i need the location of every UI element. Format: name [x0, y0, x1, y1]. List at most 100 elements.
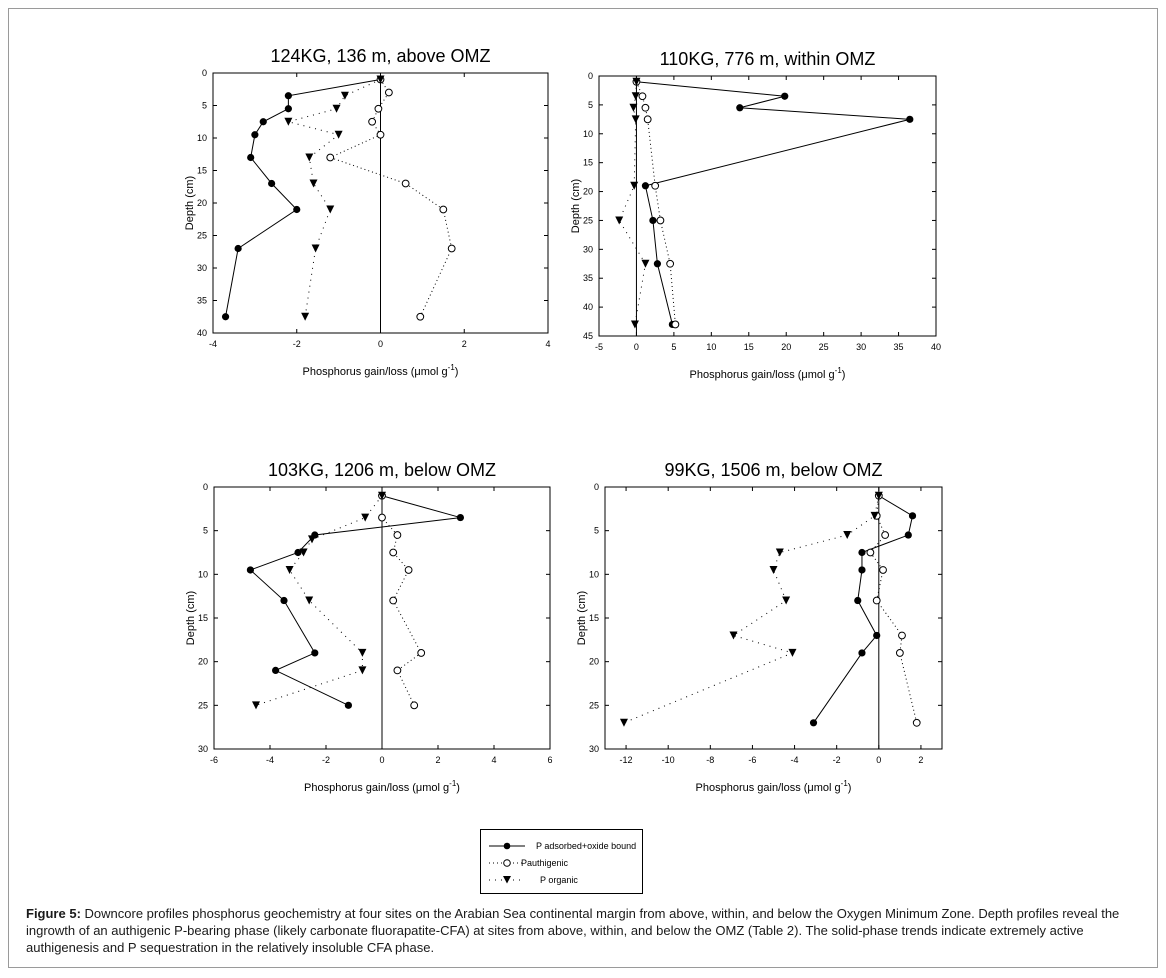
data-point-filled-circle	[858, 566, 866, 574]
y-tick-label: 5	[203, 526, 208, 536]
data-point-filled-circle	[809, 719, 818, 727]
data-point-filled-circle	[649, 216, 657, 225]
series-line-1	[813, 495, 914, 724]
data-point-open-circle	[666, 259, 675, 268]
data-point-open-circle	[651, 181, 660, 190]
x-axis-label-main: Phosphorus gain/loss (μmol g	[304, 782, 449, 794]
y-tick-label: 20	[583, 187, 593, 197]
x-axis-label: Phosphorus gain/loss (μmol g-1)	[696, 779, 852, 794]
x-axis-label-sup: -1	[449, 779, 457, 788]
data-point-open-circle	[401, 179, 410, 188]
data-point-triangle	[630, 181, 639, 190]
data-point-triangle	[252, 701, 260, 710]
y-tick-label: 5	[594, 526, 599, 536]
series-line-3	[623, 495, 880, 724]
data-point-open-circle	[384, 88, 393, 97]
y-tick-label: 30	[583, 244, 593, 254]
x-tick-label: -8	[706, 755, 714, 765]
data-point-filled-circle	[272, 666, 280, 675]
data-point-open-circle	[410, 701, 419, 710]
x-tick-label: 4	[545, 339, 550, 349]
data-point-filled-circle	[311, 649, 319, 657]
figure-frame	[8, 8, 1158, 968]
y-tick-label: 30	[198, 744, 208, 754]
y-tick-label: 15	[589, 613, 599, 623]
data-point-filled-circle	[858, 649, 866, 657]
data-point-open-circle	[641, 103, 650, 112]
x-axis-label: Phosphorus gain/loss (μmol g-1)	[304, 779, 460, 794]
data-point-triangle	[632, 77, 641, 86]
data-point-triangle	[378, 491, 386, 500]
data-point-open-circle	[671, 320, 680, 329]
x-tick-label: -10	[662, 755, 675, 765]
data-point-triangle	[301, 312, 310, 321]
x-axis-label: Phosphorus gain/loss (μmol g-1)	[303, 363, 459, 378]
plot-frame	[598, 75, 937, 337]
legend-swatch-filled-circle	[489, 842, 525, 850]
data-point-triangle	[340, 91, 349, 100]
x-tick-label: -4	[266, 755, 274, 765]
x-tick-label: -4	[791, 755, 799, 765]
y-tick-label: 0	[588, 71, 593, 81]
data-point-triangle	[285, 565, 294, 574]
data-point-triangle	[376, 75, 385, 84]
y-axis-label: Depth (cm)	[185, 591, 197, 645]
x-tick-label: -5	[595, 342, 603, 352]
chart-panel-2: -5 0 5 10 15 20 25 30 35 40 0 5 10 15 20 25 30 35 40 45 110K…	[570, 49, 941, 381]
y-tick-label: 0	[203, 482, 208, 492]
x-tick-label: 40	[931, 342, 941, 352]
data-point-triangle	[775, 548, 784, 557]
legend-swatch-filled-triangle	[489, 876, 525, 884]
x-axis-label-sup: -1	[841, 779, 849, 788]
plot-frame	[604, 486, 943, 750]
x-tick-label: 30	[856, 342, 866, 352]
chart-title: 110KG, 776 m, within OMZ	[660, 49, 876, 69]
x-tick-label: 0	[379, 755, 384, 765]
data-point-filled-circle	[854, 596, 862, 605]
data-point-triangle	[326, 205, 335, 214]
data-point-open-circle	[872, 596, 881, 605]
data-point-filled-circle	[906, 115, 914, 123]
data-point-filled-circle	[344, 701, 352, 709]
x-axis-label-main: Phosphorus gain/loss (μmol g	[696, 782, 841, 794]
y-tick-label: 45	[583, 331, 593, 341]
caption-label: Figure 5:	[26, 906, 81, 921]
data-point-open-circle	[447, 244, 456, 253]
data-point-filled-circle	[221, 313, 230, 321]
y-tick-label: 25	[197, 231, 207, 241]
data-point-triangle	[629, 103, 638, 112]
y-tick-label: 5	[588, 100, 593, 110]
data-point-open-circle	[656, 216, 665, 225]
series-line-2	[328, 79, 453, 317]
data-point-filled-circle	[653, 260, 662, 268]
y-tick-label: 30	[589, 744, 599, 754]
data-point-filled-circle	[294, 548, 302, 557]
legend-label: P organic	[540, 875, 578, 885]
data-point-filled-circle	[280, 596, 288, 605]
data-point-triangle	[630, 320, 639, 329]
data-point-open-circle	[393, 531, 402, 539]
x-tick-label: -2	[833, 755, 841, 765]
y-tick-label: 10	[198, 569, 208, 579]
x-tick-label: 15	[744, 342, 754, 352]
y-tick-label: 20	[198, 657, 208, 667]
data-point-filled-circle	[736, 104, 744, 112]
series-line-1	[225, 79, 381, 317]
data-point-filled-circle	[858, 548, 866, 557]
data-point-triangle	[874, 491, 883, 500]
data-point-open-circle	[881, 531, 890, 539]
data-point-filled-circle	[641, 182, 650, 190]
x-tick-label: -2	[293, 339, 301, 349]
x-axis-label-sup: -1	[448, 363, 456, 372]
y-tick-label: 0	[594, 482, 599, 492]
series-line-3	[286, 79, 381, 317]
data-point-open-circle	[417, 649, 426, 657]
x-axis-label-main: Phosphorus gain/loss (μmol g	[690, 369, 835, 381]
x-tick-label: -4	[209, 339, 217, 349]
caption-text: Downcore profiles phosphorus geochemistr…	[26, 906, 1120, 955]
x-axis-label-end: )	[455, 366, 459, 378]
x-tick-label: 35	[894, 342, 904, 352]
data-point-triangle	[305, 153, 314, 162]
data-point-filled-circle	[247, 153, 255, 162]
data-point-open-circle	[393, 666, 402, 675]
